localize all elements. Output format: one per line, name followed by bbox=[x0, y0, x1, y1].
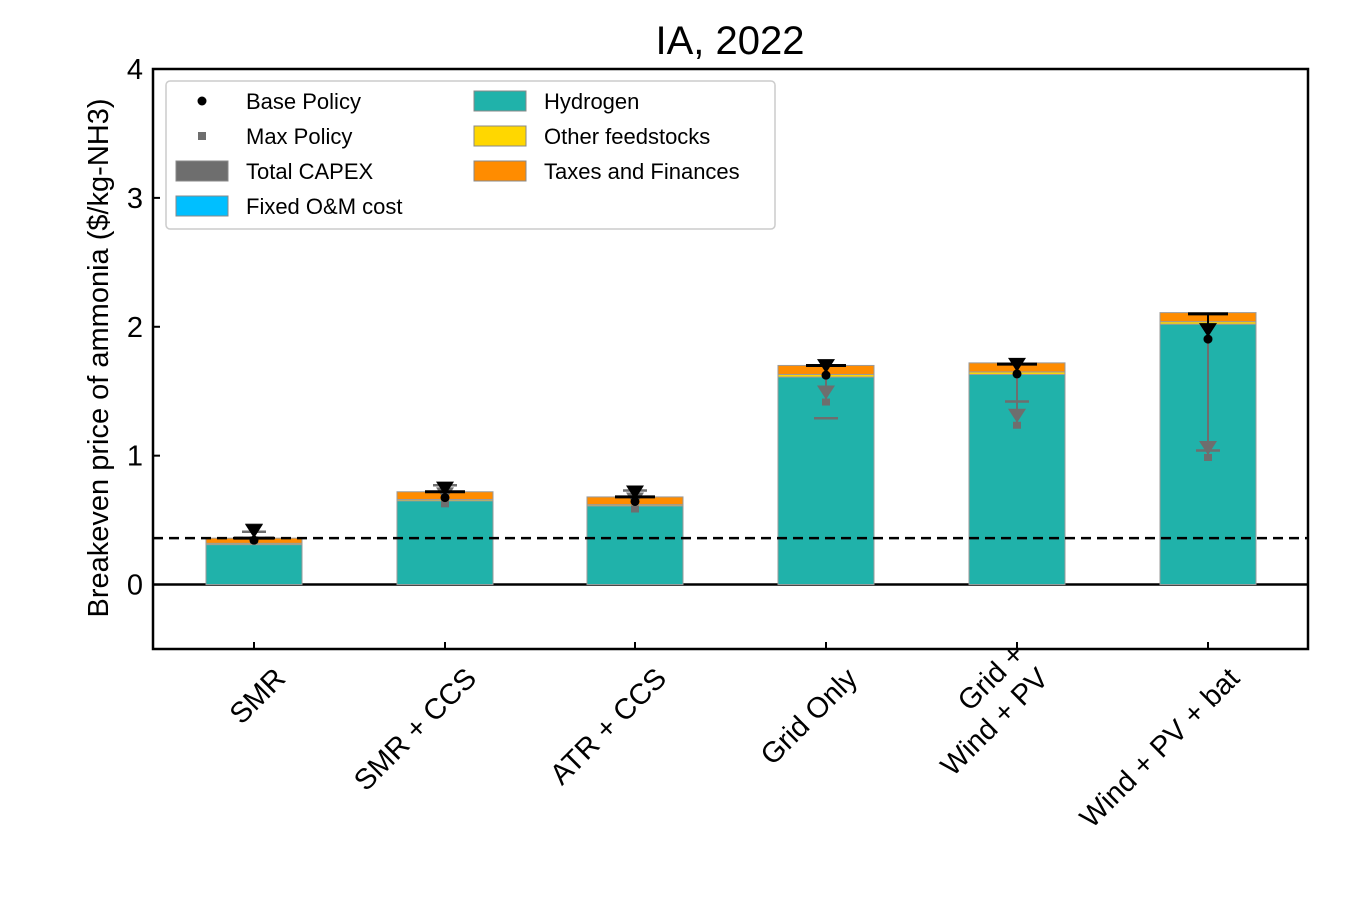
max-policy-point bbox=[441, 500, 449, 508]
legend-label: Taxes and Finances bbox=[544, 159, 740, 184]
x-tick-label: Grid Only bbox=[755, 662, 865, 772]
base-policy-arrow bbox=[1008, 357, 1026, 372]
base-policy-point bbox=[1012, 369, 1022, 379]
base-policy-arrow bbox=[245, 524, 263, 539]
base-policy-point bbox=[821, 370, 831, 380]
x-tick-label: SMR + CCS bbox=[348, 662, 483, 797]
max-policy-point bbox=[1013, 421, 1021, 429]
legend-swatch bbox=[473, 90, 527, 112]
bar-segment bbox=[205, 544, 303, 586]
x-tick-label-line: Wind + PV + bat bbox=[1074, 662, 1246, 834]
legend-label: Other feedstocks bbox=[544, 124, 710, 149]
x-tick-label-line: SMR bbox=[224, 662, 292, 730]
y-tick-label: 3 bbox=[127, 183, 143, 215]
bar-segment bbox=[586, 505, 684, 586]
x-tick-label: Wind + PV + bat bbox=[1074, 662, 1246, 834]
base-policy-arrow bbox=[436, 481, 454, 496]
legend-label: Hydrogen bbox=[544, 89, 639, 114]
y-tick-label: 1 bbox=[127, 441, 143, 473]
legend-swatch bbox=[473, 160, 527, 182]
legend-swatch bbox=[175, 160, 229, 182]
x-tick-label: ATR + CCS bbox=[544, 662, 673, 791]
legend-label: Base Policy bbox=[246, 89, 361, 114]
y-axis-label: Breakeven price of ammonia ($/kg-NH3) bbox=[83, 99, 115, 618]
plot-frame bbox=[151, 67, 1310, 651]
legend: Base Policy Max Policy Total CAPEX Fixed O&… bbox=[165, 80, 776, 230]
max-policy-point bbox=[631, 505, 639, 513]
max-policy-arrow bbox=[1199, 440, 1217, 455]
base-policy-point bbox=[1203, 334, 1213, 344]
base-policy-arrow bbox=[1199, 323, 1217, 338]
max-policy-point bbox=[1204, 453, 1212, 461]
max-policy-arrow bbox=[817, 385, 835, 400]
x-tick-label-line: Grid Only bbox=[755, 662, 865, 772]
base-policy-arrow bbox=[817, 359, 835, 374]
legend-swatch bbox=[175, 195, 229, 217]
legend-swatch bbox=[473, 125, 527, 147]
bar-segment bbox=[777, 376, 875, 586]
bar-segment bbox=[396, 500, 494, 586]
legend-label: Total CAPEX bbox=[246, 159, 373, 184]
chart-title: IA, 2022 bbox=[655, 19, 804, 63]
x-tick-label-line: ATR + CCS bbox=[544, 662, 673, 791]
legend-marker-max-policy bbox=[198, 132, 206, 140]
y-tick-label: 0 bbox=[127, 570, 143, 602]
x-tick-label-line: SMR + CCS bbox=[348, 662, 483, 797]
legend-label: Max Policy bbox=[246, 124, 352, 149]
legend-marker-base-policy bbox=[197, 96, 207, 106]
x-tick-label: SMR bbox=[224, 662, 292, 730]
max-policy-arrow bbox=[1008, 408, 1026, 423]
base-policy-point bbox=[249, 535, 259, 545]
legend-box bbox=[165, 80, 776, 230]
base-policy-point bbox=[440, 493, 450, 503]
y-tick-label: 4 bbox=[127, 54, 143, 86]
max-policy-point bbox=[822, 398, 830, 406]
base-policy-point bbox=[630, 496, 640, 506]
base-policy-arrow bbox=[626, 485, 644, 500]
legend-label: Fixed O&M cost bbox=[246, 194, 402, 219]
x-tick-label: Grid +Wind + PV bbox=[935, 638, 1056, 782]
y-tick-label: 2 bbox=[127, 312, 143, 344]
